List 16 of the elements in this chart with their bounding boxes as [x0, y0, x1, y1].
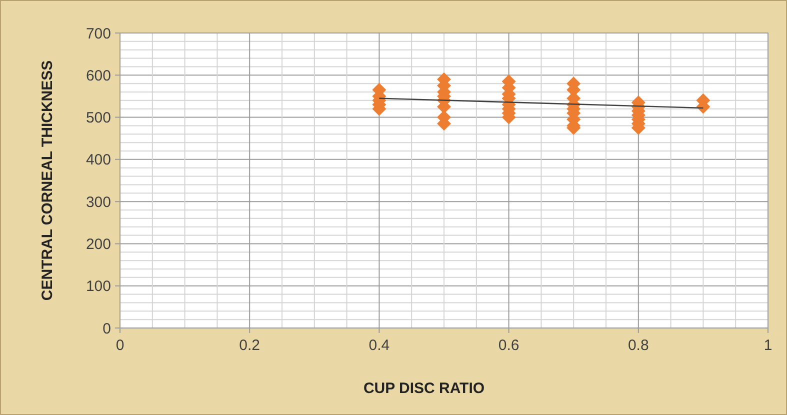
y-tick-label: 300 [86, 194, 111, 211]
y-tick-label: 700 [86, 25, 111, 42]
y-tick-label: 0 [102, 320, 111, 338]
x-tick-label: 0.4 [368, 337, 390, 354]
x-tick-label: 0.2 [239, 337, 260, 354]
y-tick-label: 200 [86, 236, 111, 253]
y-tick-label: 100 [86, 278, 111, 296]
y-tick-label: 600 [86, 67, 111, 84]
x-tick-label: 1 [764, 337, 772, 354]
x-axis-title: CUP DISC RATIO [363, 380, 485, 397]
y-tick-label: 500 [86, 110, 111, 127]
x-tick-label: 0.8 [628, 337, 649, 354]
y-tick-label: 400 [86, 152, 111, 169]
x-tick-label: 0 [116, 337, 124, 354]
y-axis-title: CENTRAL CORNEAL THICKNESS [39, 60, 56, 301]
x-tick-label: 0.6 [498, 337, 520, 354]
